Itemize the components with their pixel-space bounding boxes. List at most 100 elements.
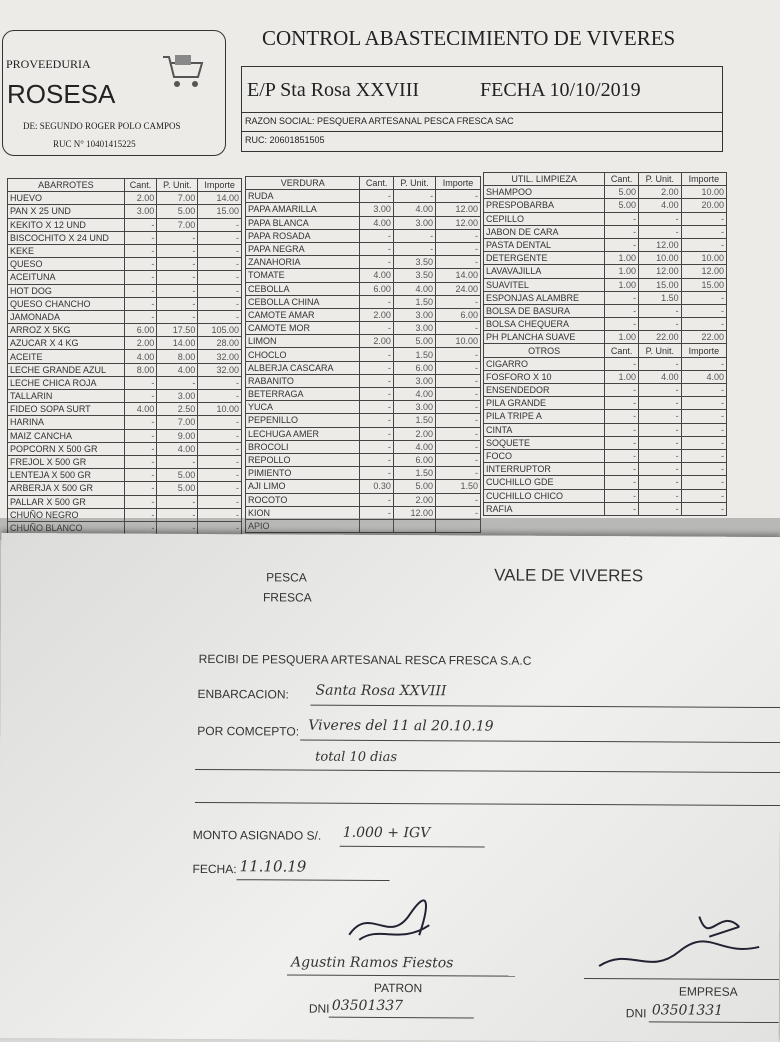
cantidad: - (604, 211, 640, 226)
precio-unitario: - (156, 494, 199, 509)
cantidad: 0.30 (359, 479, 394, 494)
table-row: CIGARRO - - - (482, 356, 728, 371)
table-row: LECHE GRANDE AZUL 8.00 4.00 32.00 (7, 362, 242, 377)
item-name: ARBERJA X 500 GR (7, 481, 125, 496)
item-name: SUAVITEL (482, 277, 606, 292)
table-row: CUCHILLO GDE - - - (482, 475, 728, 490)
date: FECHA 10/10/2019 (480, 79, 641, 101)
item-name: ARROZ X 5KG (7, 323, 125, 338)
precio-unitario: 1.50 (638, 290, 682, 305)
precio-unitario: 14.00 (156, 336, 199, 351)
cantidad: - (123, 388, 158, 404)
importe: 6.00 (435, 307, 481, 323)
precio-unitario: 6.00 (392, 452, 437, 468)
cantidad: - (604, 290, 640, 305)
importe: - (435, 321, 481, 336)
column-header: P. Unit. (156, 177, 199, 193)
table-row: CHOCLO -1.50- (244, 347, 481, 362)
concepto-value-1: Viveres del 11 al 20.10.19 (308, 717, 494, 735)
importe: 12.00 (435, 202, 481, 217)
precio-unitario: 4.00 (392, 386, 437, 402)
table-row: PAPA NEGRA - - - (244, 241, 481, 257)
table-header-row: OTROS Cant. P. Unit. Importe (482, 343, 728, 358)
importe: 14.00 (197, 191, 242, 206)
section-title: UTIL. LIMPIEZA (482, 171, 606, 187)
item-name: HOT DOG (7, 283, 125, 298)
cantidad: 5.00 (604, 185, 640, 200)
precio-unitario: 4.00 (392, 281, 437, 296)
column-header: Cant. (359, 175, 394, 191)
table-row: ESPONJAS ALAMBRE -1.50- (482, 290, 728, 305)
cantidad: - (359, 373, 394, 389)
table-row: PIMIENTO -1.50- (244, 466, 481, 481)
item-name: ACEITE (7, 349, 125, 364)
cantidad: 3.00 (123, 204, 158, 219)
importe: - (680, 435, 728, 450)
table-row: BISCOCHITO X 24 UND - - - (7, 230, 242, 245)
section-title: VERDURA (244, 175, 361, 191)
precio-unitario: 22.00 (638, 330, 682, 345)
pesca-label: PESCA (266, 570, 307, 585)
info-box: E/P Sta Rosa XXVIII FECHA 10/10/2019 RAZ… (241, 66, 723, 152)
precio-unitario: 4.00 (392, 439, 437, 454)
precio-unitario (392, 518, 437, 534)
cantidad: 1.00 (604, 330, 640, 345)
item-name: ACEITUNA (7, 270, 125, 285)
table-row: HOT DOG - - - (7, 283, 242, 298)
precio-unitario: 9.00 (156, 428, 199, 443)
column-header: P. Unit. (392, 175, 437, 191)
precio-unitario: 6.00 (392, 360, 437, 375)
importe: - (197, 230, 242, 245)
concepto-value-2: total 10 dias (315, 749, 398, 766)
precio-unitario: 2.00 (392, 492, 437, 507)
cantidad: - (359, 228, 394, 243)
table-row: LECHE CHICA ROJA - - - (7, 375, 242, 391)
cantidad: 2.00 (359, 307, 394, 323)
item-name: SOQUETE (482, 435, 606, 450)
table-row: BOLSA DE BASURA - - - (482, 303, 728, 319)
table-row: KEKITO X 12 UND -7.00- (7, 217, 242, 232)
item-name: APIO (244, 518, 361, 534)
importe: - (435, 189, 481, 204)
item-name: ROCOTO (244, 492, 361, 507)
item-name: RAFIA (482, 501, 606, 516)
precio-unitario: - (638, 435, 682, 450)
importe: - (680, 303, 728, 319)
precio-unitario: - (156, 283, 199, 298)
cantidad: - (359, 413, 394, 428)
table-row: RABANITO -3.00- (244, 373, 481, 389)
item-name: CUCHILLO GDE (482, 475, 606, 490)
importe: 12.00 (435, 215, 481, 230)
item-name: BOLSA DE BASURA (482, 303, 606, 319)
table-row: APIO (244, 518, 481, 534)
item-name: ENSENDEDOR (482, 382, 606, 398)
column-header: Importe (435, 175, 481, 191)
empresa-dni: 03501331 (651, 1002, 724, 1019)
table-row: LENTEJA X 500 GR -5.00- (7, 468, 242, 483)
precio-unitario: - (638, 475, 682, 490)
importe: - (435, 400, 481, 415)
item-name: AJI LIMO (244, 479, 361, 494)
table-row: CHUÑO NEGRO - - - (7, 507, 242, 522)
cantidad: - (359, 189, 394, 204)
table-row: REPOLLO -6.00- (244, 452, 481, 468)
cantidad: - (604, 303, 640, 319)
fresca-label: FRESCA (262, 590, 312, 605)
item-name: ZANAHORIA (244, 255, 361, 270)
table-row: QUESO CHANCHO - - - (7, 296, 242, 311)
importe: 1.50 (435, 479, 481, 494)
precio-unitario: 1.50 (392, 466, 437, 481)
section-title: OTROS (482, 343, 606, 358)
cantidad: - (604, 409, 640, 424)
table-row: SHAMPOO 5.00 2.00 10.00 (482, 185, 728, 200)
precio-unitario: 5.00 (392, 479, 437, 494)
importe: 10.00 (435, 334, 481, 349)
cantidad: - (604, 501, 640, 516)
item-name: AZUCAR X 4 KG (7, 336, 125, 351)
table-row: BROCOLI -4.00- (244, 439, 481, 454)
table-row: FIDEO SOPA SURT 4.00 2.50 10.00 (7, 402, 242, 417)
precio-unitario: 1.50 (392, 347, 437, 362)
precio-unitario: 3.00 (392, 321, 437, 336)
cantidad: - (359, 400, 394, 415)
precio-unitario: 1.50 (392, 294, 437, 309)
